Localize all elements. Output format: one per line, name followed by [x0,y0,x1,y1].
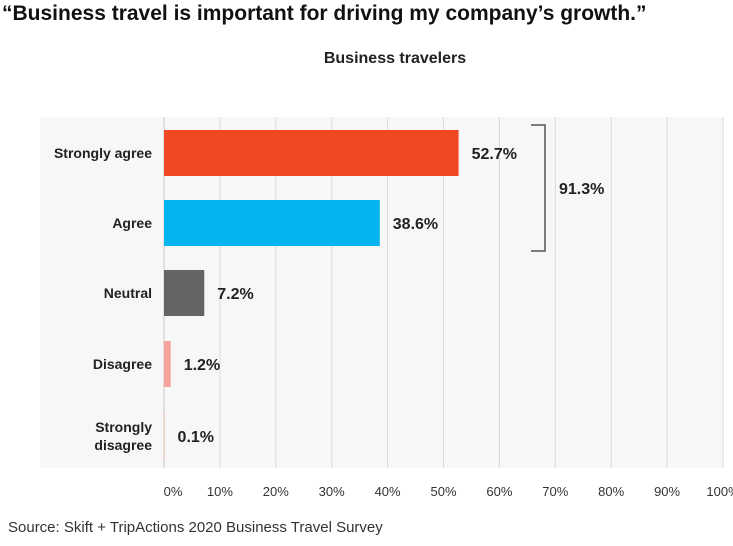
category-label: Disagree [93,356,152,372]
value-label: 52.7% [472,146,517,163]
bar [164,200,380,246]
category-label: Strongly [95,419,152,435]
x-tick-label: 20% [263,484,289,499]
category-label: disagree [94,437,152,453]
category-label: Strongly agree [54,145,152,161]
value-label: 0.1% [178,429,214,446]
bracket [531,124,546,252]
x-tick-label: 90% [654,484,680,499]
x-tick-label: 60% [486,484,512,499]
x-tick-label: 30% [319,484,345,499]
x-tick-label: 50% [430,484,456,499]
bar [164,270,205,316]
category-label: Agree [112,215,152,231]
bar [164,341,171,387]
value-label: 1.2% [184,357,220,374]
source-note: Source: Skift + TripActions 2020 Busines… [8,519,383,536]
x-tick-label: 10% [207,484,233,499]
x-tick-label: 40% [375,484,401,499]
bar [164,413,165,459]
x-tick-label: 0% [164,484,183,499]
chart-subtitle: Business travelers [323,50,467,67]
bracket-label: 91.3% [559,181,604,198]
x-tick-label: 70% [542,484,568,499]
category-label: Neutral [104,285,152,301]
value-label: 7.2% [217,286,253,303]
x-tick-label: 80% [598,484,624,499]
chart-title: “Business travel is important for drivin… [2,2,647,25]
x-tick-label: 100% [706,484,733,499]
value-label: 38.6% [393,216,438,233]
bar [164,130,459,176]
